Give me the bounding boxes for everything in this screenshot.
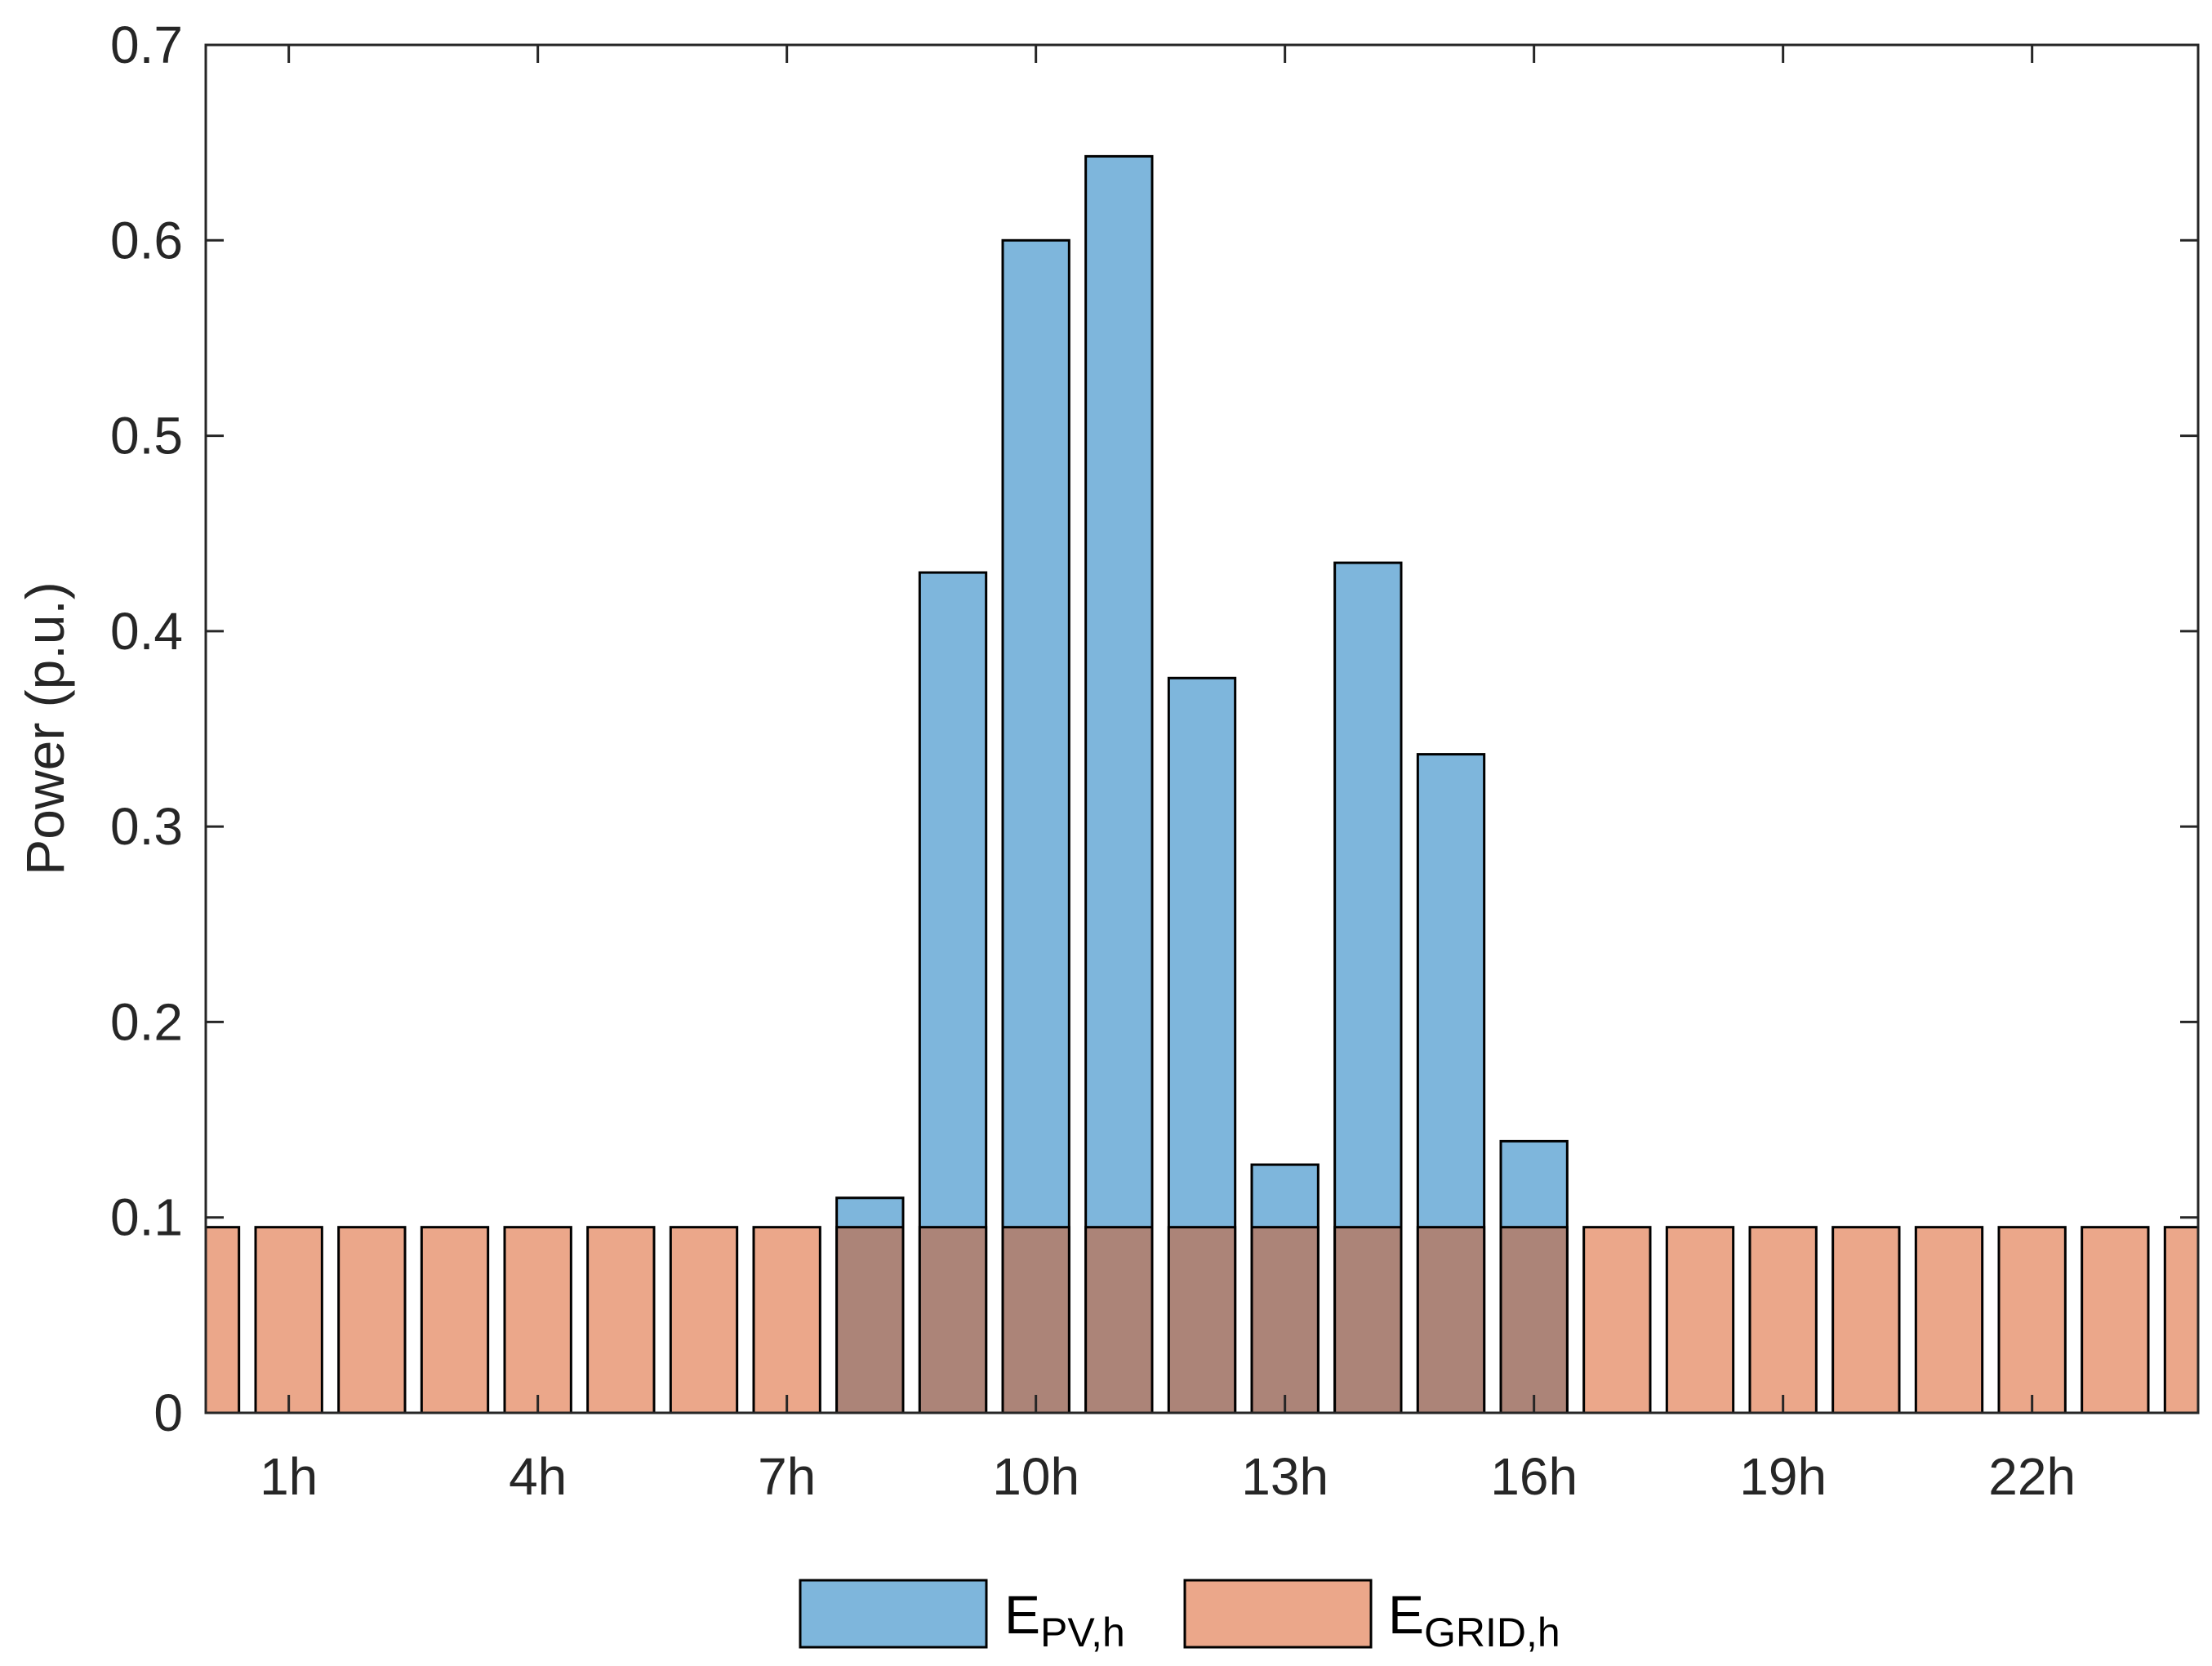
legend-swatch-pv bbox=[799, 1579, 988, 1649]
ytick-label-1: 0.1 bbox=[110, 1188, 183, 1247]
legend-label-pv-base: E bbox=[1004, 1584, 1040, 1645]
plot-frame bbox=[204, 43, 2200, 1414]
bar-overlap-11 bbox=[1084, 1226, 1154, 1414]
x-tick-labels: 1h 4h 7h 10h 13h 16h 19h 22h bbox=[260, 1447, 2076, 1506]
xtick-label-3: 10h bbox=[992, 1447, 1079, 1506]
ytick-label-7: 0.7 bbox=[110, 16, 183, 74]
legend-label-grid-base: E bbox=[1388, 1584, 1424, 1645]
bar-grid-5 bbox=[586, 1226, 656, 1414]
ytick-label-3: 0.3 bbox=[110, 797, 183, 856]
ytick-label-6: 0.6 bbox=[110, 211, 183, 270]
ytick-label-0: 0 bbox=[154, 1383, 183, 1442]
bar-overlap-14 bbox=[1333, 1226, 1403, 1414]
bar-pv-10 bbox=[1001, 238, 1070, 1414]
bar-grid-17 bbox=[1582, 1226, 1652, 1414]
legend-label-grid: EGRID,h bbox=[1388, 1584, 1560, 1655]
legend-swatch-grid bbox=[1183, 1579, 1373, 1649]
bar-overlap-13 bbox=[1250, 1226, 1320, 1414]
xtick-label-0: 1h bbox=[260, 1447, 318, 1506]
bar-grid-22 bbox=[1997, 1226, 2067, 1414]
xtick-label-6: 19h bbox=[1739, 1447, 1827, 1506]
legend-label-pv: EPV,h bbox=[1004, 1584, 1125, 1655]
ytick-label-4: 0.4 bbox=[110, 602, 183, 661]
bar-grid-20 bbox=[1831, 1226, 1901, 1414]
ytick-label-5: 0.5 bbox=[110, 407, 183, 466]
xtick-label-2: 7h bbox=[758, 1447, 816, 1506]
bar-grid-7 bbox=[752, 1226, 821, 1414]
xtick-label-4: 13h bbox=[1241, 1447, 1329, 1506]
bar-overlap-8 bbox=[835, 1226, 905, 1414]
bar-grid-3 bbox=[420, 1226, 490, 1414]
xtick-label-5: 16h bbox=[1490, 1447, 1578, 1506]
legend-label-grid-sub: GRID,h bbox=[1424, 1610, 1560, 1655]
bar-grid-24 bbox=[2163, 1226, 2200, 1414]
bar-grid-18 bbox=[1665, 1226, 1735, 1414]
bar-pv-11 bbox=[1084, 154, 1154, 1414]
axis-ticks bbox=[206, 43, 2198, 1414]
xtick-label-1: 4h bbox=[509, 1447, 567, 1506]
legend-label-pv-sub: PV,h bbox=[1040, 1610, 1125, 1655]
legend: EPV,h EGRID,h bbox=[799, 1579, 1560, 1655]
bar-overlap-16 bbox=[1499, 1226, 1569, 1414]
bars-layer bbox=[204, 154, 2200, 1414]
ytick-label-2: 0.2 bbox=[110, 992, 183, 1051]
bar-grid-2 bbox=[337, 1226, 407, 1414]
bar-grid-23 bbox=[2081, 1226, 2150, 1414]
bar-overlap-9 bbox=[918, 1226, 988, 1414]
y-tick-labels: 0 0.1 0.2 0.3 0.4 0.5 0.6 0.7 bbox=[110, 16, 183, 1442]
bar-grid-1 bbox=[254, 1226, 323, 1414]
bar-grid-0 bbox=[204, 1226, 241, 1414]
bar-overlap-15 bbox=[1416, 1226, 1486, 1414]
bar-grid-21 bbox=[1914, 1226, 1984, 1414]
y-axis-label: Power (p.u.) bbox=[15, 581, 75, 875]
xtick-label-7: 22h bbox=[1988, 1447, 2076, 1506]
bar-overlap-10 bbox=[1001, 1226, 1070, 1414]
bar-grid-4 bbox=[503, 1226, 572, 1414]
bar-overlap-12 bbox=[1167, 1226, 1237, 1414]
bar-grid-6 bbox=[669, 1226, 739, 1414]
bar-grid-19 bbox=[1748, 1226, 1818, 1414]
